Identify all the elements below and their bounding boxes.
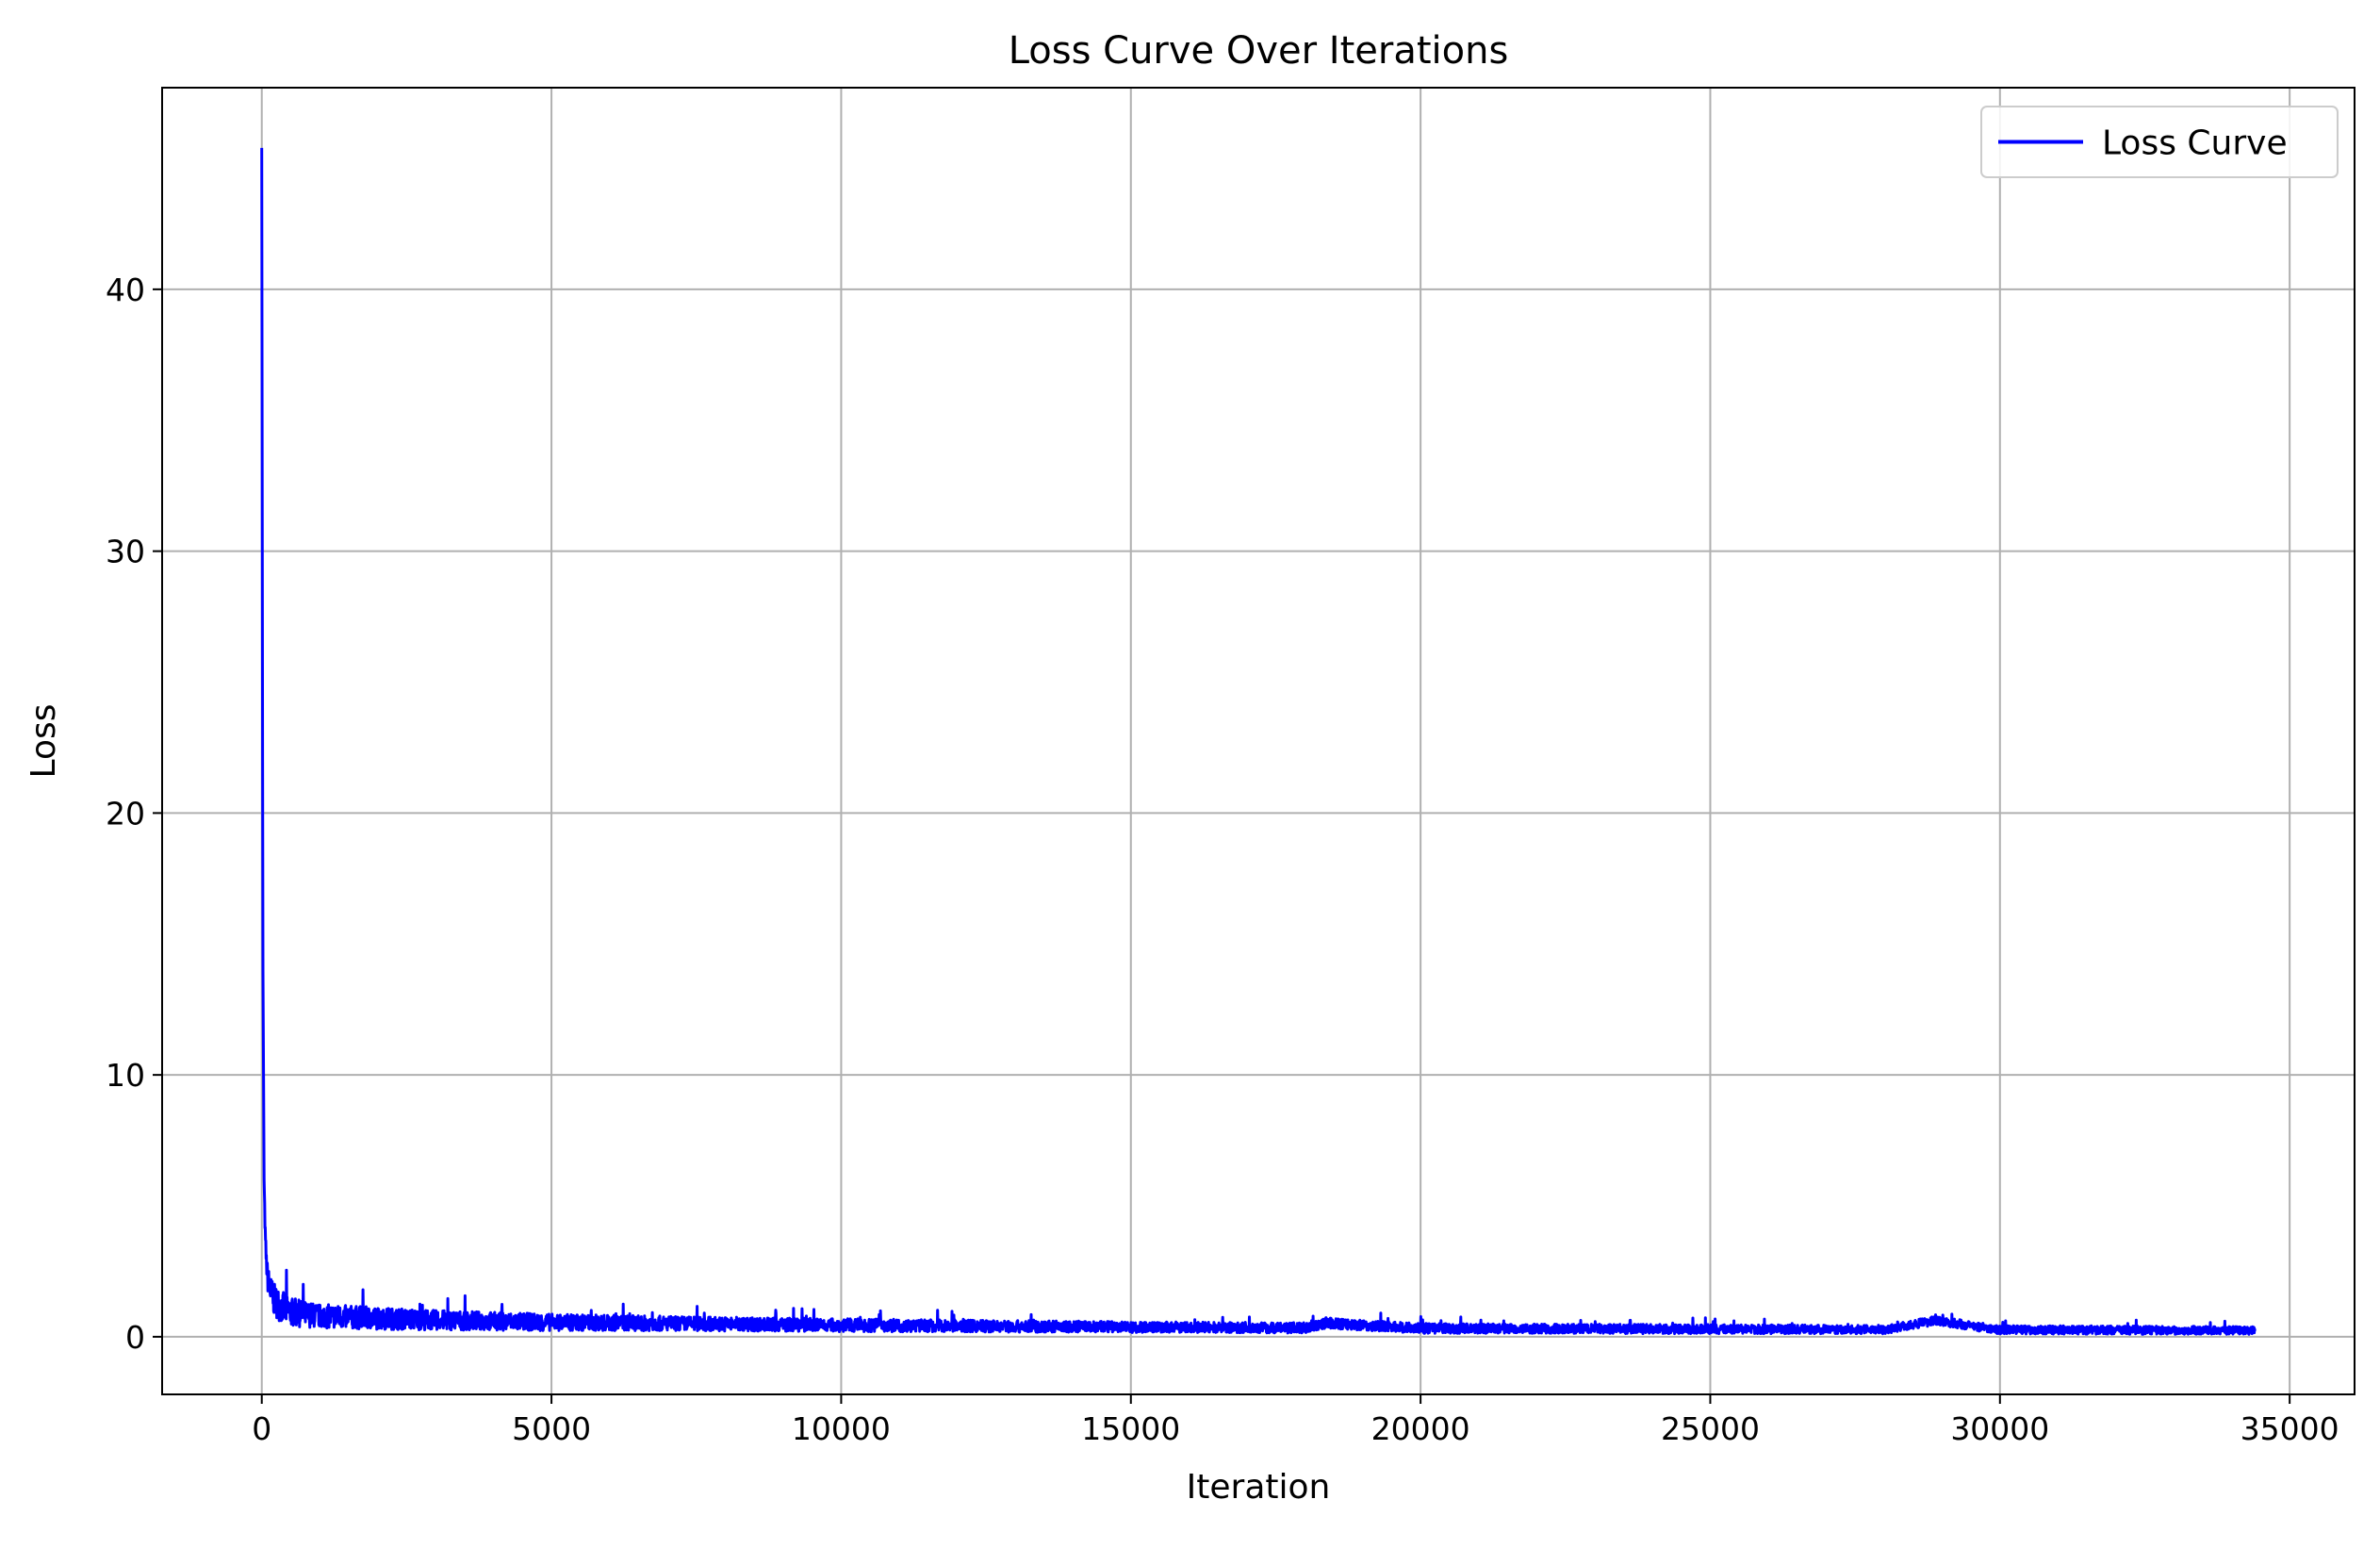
- plot-frame: [161, 87, 2355, 1395]
- x-axis-label: Iteration: [1187, 1468, 1331, 1507]
- legend: Loss Curve: [1980, 106, 2339, 178]
- x-tick-label: 35000: [2240, 1410, 2339, 1447]
- x-tick-label: 25000: [1661, 1410, 1760, 1447]
- legend-label: Loss Curve: [2102, 124, 2288, 163]
- y-tick-label: 20: [106, 795, 145, 832]
- y-tick-label: 10: [106, 1057, 145, 1094]
- legend-box: [1980, 106, 2339, 178]
- x-tick-label: 10000: [792, 1410, 891, 1447]
- x-tick-label: 20000: [1371, 1410, 1470, 1447]
- y-tick-label: 0: [125, 1319, 145, 1356]
- x-tick-label: 0: [252, 1410, 271, 1447]
- x-tick-label: 15000: [1081, 1410, 1180, 1447]
- loss-curve-line: [260, 147, 2257, 1336]
- ticks: 0 5000 10000 15000 20000 25000 30000 35000 0 10 20…: [106, 272, 2339, 1447]
- x-tick-label: 30000: [1950, 1410, 2049, 1447]
- y-tick-label: 30: [106, 534, 145, 570]
- y-axis-label: Loss: [25, 704, 63, 779]
- series-layer: [260, 147, 2257, 1336]
- y-tick-label: 40: [106, 272, 145, 308]
- chart-title: Loss Curve Over Iterations: [1009, 29, 1509, 73]
- grid: [162, 88, 2355, 1394]
- x-tick-label: 5000: [512, 1410, 591, 1447]
